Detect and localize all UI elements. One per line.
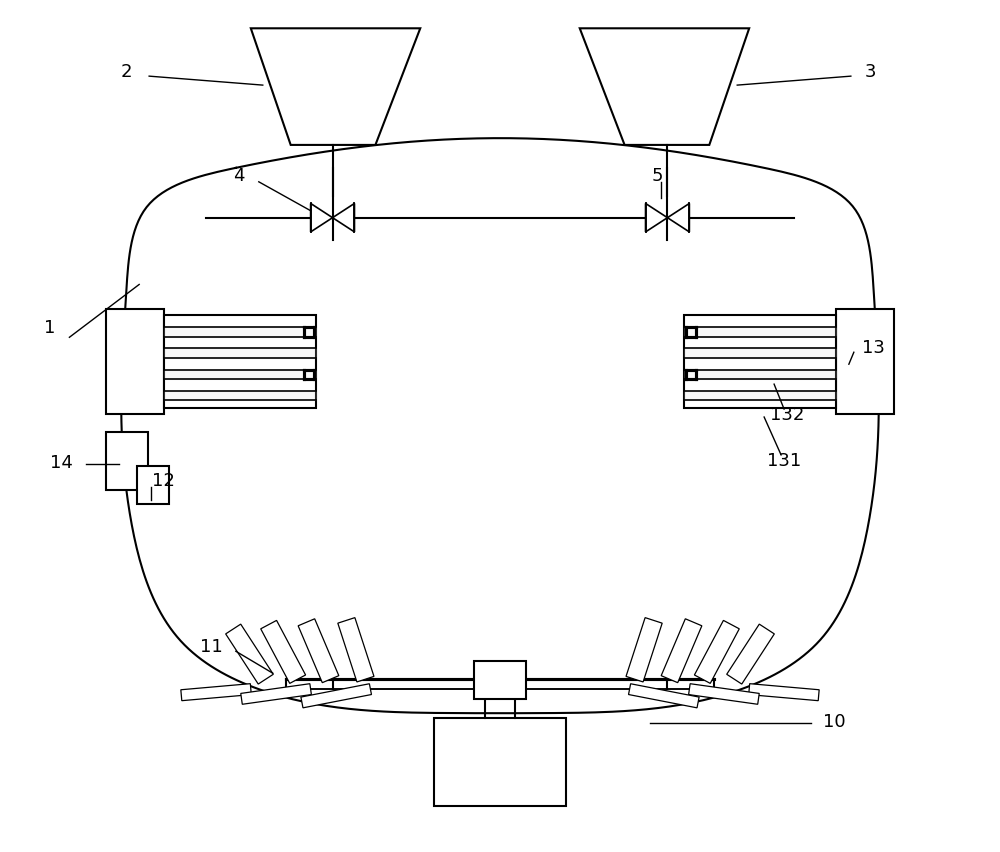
Text: 4: 4 xyxy=(233,167,245,185)
Bar xyxy=(474,661,526,699)
Polygon shape xyxy=(261,620,306,683)
Polygon shape xyxy=(241,684,311,705)
Text: 3: 3 xyxy=(865,63,877,81)
Bar xyxy=(106,433,148,490)
Text: 1: 1 xyxy=(44,319,55,337)
Polygon shape xyxy=(298,619,339,682)
Polygon shape xyxy=(629,684,699,708)
Polygon shape xyxy=(749,684,819,701)
Text: 5: 5 xyxy=(652,167,663,185)
Polygon shape xyxy=(667,204,689,233)
Polygon shape xyxy=(333,204,354,233)
Polygon shape xyxy=(181,684,251,701)
Polygon shape xyxy=(338,618,374,682)
Text: 10: 10 xyxy=(823,712,845,730)
Bar xyxy=(434,718,566,806)
Polygon shape xyxy=(646,204,667,233)
Polygon shape xyxy=(580,29,749,146)
Text: 14: 14 xyxy=(50,453,73,471)
Text: 2: 2 xyxy=(120,63,132,81)
Polygon shape xyxy=(727,625,774,684)
Text: 13: 13 xyxy=(862,339,885,357)
Bar xyxy=(164,316,316,409)
Polygon shape xyxy=(311,204,333,233)
Text: 132: 132 xyxy=(770,406,804,423)
Bar xyxy=(836,310,894,415)
Text: 131: 131 xyxy=(767,452,801,469)
Bar xyxy=(684,316,836,409)
Polygon shape xyxy=(689,684,759,705)
Text: 11: 11 xyxy=(200,637,222,655)
Polygon shape xyxy=(251,29,420,146)
Polygon shape xyxy=(226,625,273,684)
Polygon shape xyxy=(661,619,702,682)
Bar xyxy=(137,466,169,504)
Polygon shape xyxy=(301,684,371,708)
Bar xyxy=(106,310,164,415)
Text: 12: 12 xyxy=(152,471,175,489)
Polygon shape xyxy=(694,620,739,683)
Polygon shape xyxy=(626,618,662,682)
